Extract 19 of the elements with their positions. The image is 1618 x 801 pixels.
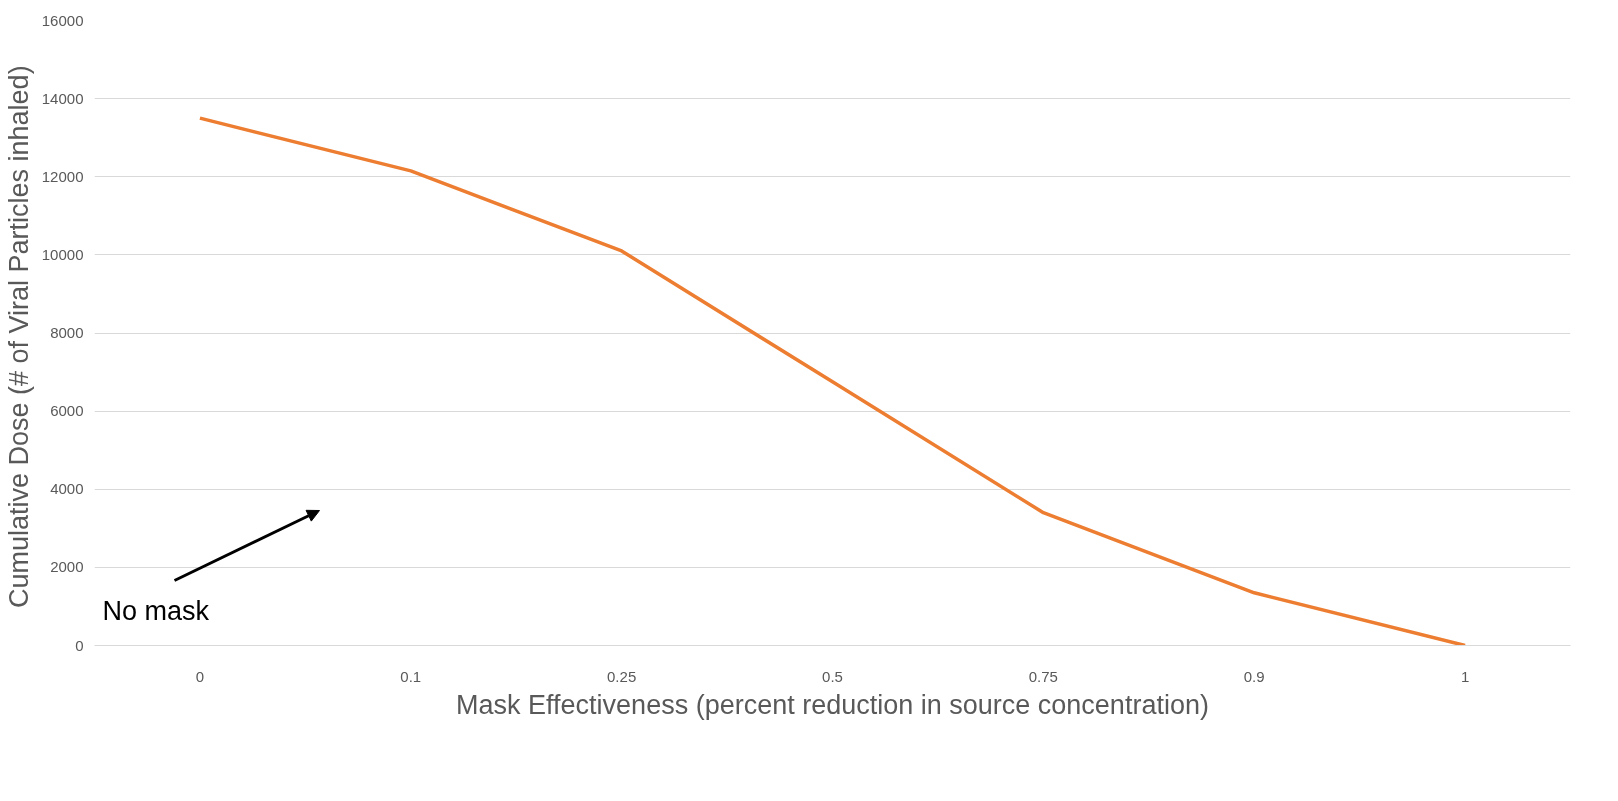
y-tick-label: 8000 <box>50 324 84 341</box>
x-tick-label: 0.75 <box>1028 667 1058 685</box>
x-tick-label: 0.5 <box>822 667 843 685</box>
y-axis-title: Cumulative Dose (# of Viral Particles inhaled) <box>3 65 34 609</box>
annotation: No mask <box>102 595 210 626</box>
y-tick-label: 4000 <box>50 480 84 498</box>
x-tick-label: 0.1 <box>400 667 422 685</box>
y-tick-label: 12000 <box>41 167 84 185</box>
y-tick-label: 2000 <box>50 558 84 576</box>
x-tick-label: 0.9 <box>1243 667 1265 685</box>
x-tick-label: 0 <box>195 667 205 685</box>
x-tick-label: 1 <box>1460 667 1470 685</box>
y-tick-label: 16000 <box>41 11 84 29</box>
y-tick-label: 0 <box>75 636 84 654</box>
x-tick-label: 0.25 <box>607 667 637 685</box>
x-axis-title: Mask Effectiveness (percent reduction in source concentration) <box>456 689 1209 720</box>
y-tick-label: 6000 <box>50 402 84 420</box>
y-tick-label: 10000 <box>41 245 84 263</box>
y-tick-label: 14000 <box>41 89 84 107</box>
